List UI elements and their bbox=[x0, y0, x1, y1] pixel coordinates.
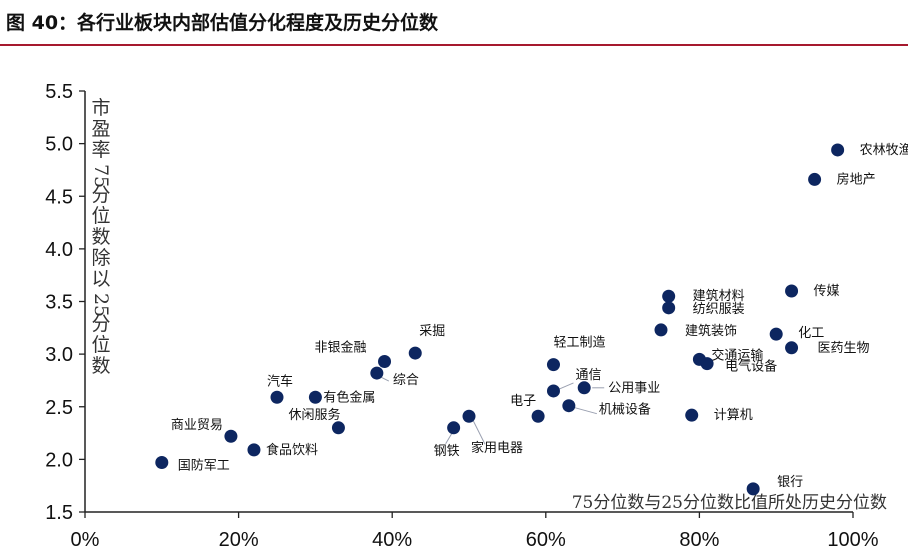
y-axis-title-char: 以 bbox=[91, 268, 110, 290]
data-point bbox=[462, 409, 476, 423]
y-axis-title-char: 位 bbox=[91, 205, 110, 227]
data-label: 传媒 bbox=[814, 284, 840, 299]
data-label: 国防军工 bbox=[178, 458, 230, 474]
y-axis-title-char: 分 bbox=[91, 313, 110, 335]
data-label: 电子 bbox=[510, 394, 536, 409]
y-axis-title-char: 7 bbox=[90, 164, 112, 176]
y-tick-label: 3.5 bbox=[45, 292, 73, 314]
data-point bbox=[155, 456, 169, 470]
x-tick-label: 40% bbox=[372, 529, 412, 551]
data-point bbox=[685, 408, 699, 422]
data-label: 钢铁 bbox=[434, 444, 460, 459]
x-tick-label: 0% bbox=[71, 529, 100, 551]
data-label: 银行 bbox=[777, 475, 803, 490]
y-tick-label: 3.0 bbox=[45, 344, 73, 366]
data-label: 建筑材料 bbox=[693, 288, 745, 304]
data-label: 通信 bbox=[575, 368, 601, 383]
y-axis-title-char: 市 bbox=[91, 97, 110, 119]
data-label: 轻工制造 bbox=[553, 336, 605, 351]
data-label: 非银金融 bbox=[315, 339, 367, 355]
y-tick-label: 5.0 bbox=[45, 134, 73, 156]
y-axis-title-char: 率 bbox=[91, 139, 110, 161]
x-axis-title: 75分位数与25分位数比值所处历史分位数 bbox=[572, 493, 887, 513]
data-point bbox=[447, 421, 461, 435]
data-point bbox=[546, 358, 560, 372]
data-point bbox=[785, 341, 799, 355]
leader-line bbox=[472, 419, 486, 445]
leader-line bbox=[380, 376, 390, 382]
data-point bbox=[700, 357, 714, 371]
data-label: 综合 bbox=[393, 373, 419, 388]
data-label: 纺织服装 bbox=[693, 302, 745, 317]
data-point bbox=[808, 172, 822, 186]
data-point bbox=[270, 390, 284, 404]
y-axis-title-char: 数 bbox=[91, 355, 110, 377]
data-point bbox=[224, 429, 238, 443]
y-axis-title-char: 数 bbox=[91, 226, 110, 248]
data-label: 有色金属 bbox=[323, 389, 375, 405]
data-label: 商业贸易 bbox=[171, 418, 223, 433]
data-point bbox=[370, 366, 384, 380]
y-axis-title-char: 位 bbox=[91, 334, 110, 356]
data-label: 农林牧渔 bbox=[860, 143, 908, 158]
x-tick-label: 100% bbox=[827, 529, 878, 551]
data-point bbox=[531, 409, 545, 423]
y-tick-label: 4.5 bbox=[45, 186, 73, 208]
y-axis-title-char: 5 bbox=[90, 176, 112, 188]
data-label: 建筑装饰 bbox=[685, 323, 737, 339]
data-label: 计算机 bbox=[714, 408, 753, 423]
title-rule bbox=[0, 44, 908, 46]
y-axis-title-char: 盈 bbox=[91, 118, 110, 140]
y-axis-title-char: 除 bbox=[91, 247, 110, 269]
data-label: 汽车 bbox=[267, 373, 293, 389]
data-label: 公用事业 bbox=[608, 381, 660, 396]
data-label: 电气设备 bbox=[725, 359, 777, 375]
data-point bbox=[408, 346, 422, 360]
y-tick-label: 2.0 bbox=[45, 449, 73, 471]
y-tick-label: 5.5 bbox=[45, 81, 73, 103]
y-tick-label: 4.0 bbox=[45, 239, 73, 261]
data-point bbox=[546, 384, 560, 398]
data-label: 机械设备 bbox=[599, 402, 651, 418]
data-point bbox=[654, 323, 668, 337]
data-point bbox=[577, 381, 591, 395]
data-point bbox=[247, 443, 261, 457]
data-point bbox=[331, 421, 345, 435]
x-tick-label: 20% bbox=[219, 529, 259, 551]
leader-line bbox=[559, 382, 574, 390]
figure-title: 图 40：各行业板块内部估值分化程度及历史分位数 bbox=[6, 12, 439, 34]
data-label: 家用电器 bbox=[471, 440, 523, 456]
data-point bbox=[785, 284, 799, 298]
data-point bbox=[769, 327, 783, 341]
data-label: 房地产 bbox=[837, 171, 876, 187]
data-point bbox=[746, 482, 760, 496]
data-point bbox=[662, 301, 676, 315]
y-tick-label: 2.5 bbox=[45, 397, 73, 419]
leader-line bbox=[574, 407, 597, 415]
data-point bbox=[662, 289, 676, 303]
data-point bbox=[831, 143, 845, 157]
data-label: 采掘 bbox=[419, 324, 445, 339]
x-tick-label: 60% bbox=[526, 529, 566, 551]
leader-line bbox=[445, 433, 453, 445]
x-tick-label: 80% bbox=[679, 529, 719, 551]
y-axis-title-char: 5 bbox=[90, 305, 112, 317]
data-point bbox=[562, 399, 576, 413]
data-label: 休闲服务 bbox=[288, 407, 340, 423]
y-axis-title-char: 分 bbox=[91, 184, 110, 206]
data-label: 交通运输 bbox=[711, 347, 763, 363]
data-point bbox=[308, 390, 322, 404]
data-label: 化工 bbox=[798, 326, 824, 341]
data-label: 医药生物 bbox=[818, 341, 870, 356]
y-tick-label: 1.5 bbox=[45, 502, 73, 524]
data-point bbox=[378, 354, 392, 368]
y-axis-title-char: 2 bbox=[90, 293, 112, 305]
data-label: 食品饮料 bbox=[266, 442, 318, 458]
